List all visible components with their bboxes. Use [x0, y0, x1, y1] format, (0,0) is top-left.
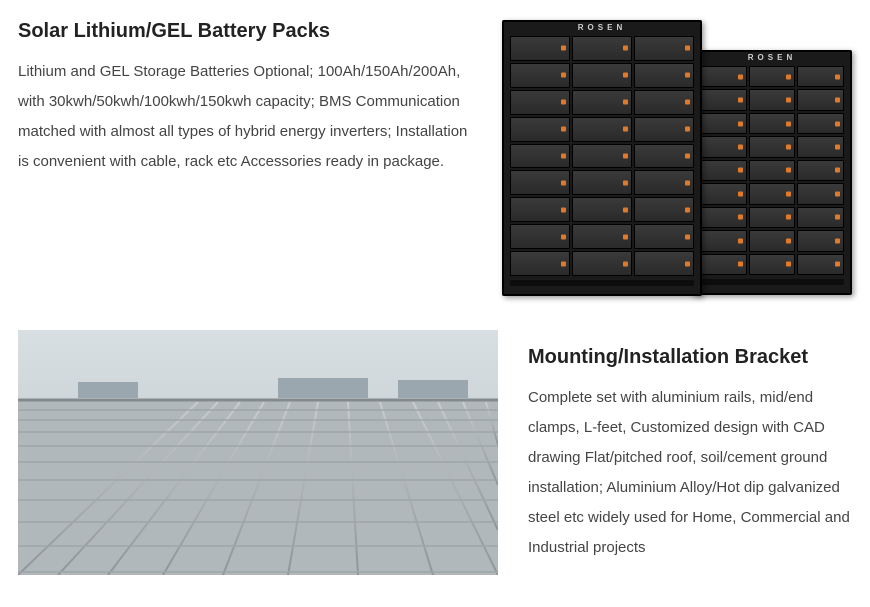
battery-module [572, 117, 632, 142]
battery-module [749, 230, 796, 251]
battery-module [797, 113, 844, 134]
battery-module [510, 90, 570, 115]
battery-module [634, 90, 694, 115]
mounting-body: Complete set with aluminium rails, mid/e… [528, 383, 852, 563]
battery-module [572, 63, 632, 88]
battery-module [634, 170, 694, 195]
battery-module [797, 160, 844, 181]
battery-module [797, 89, 844, 110]
battery-module [510, 170, 570, 195]
battery-module [634, 251, 694, 276]
battery-module [797, 136, 844, 157]
battery-module [572, 36, 632, 61]
battery-module [700, 207, 747, 228]
battery-module [797, 183, 844, 204]
rack-shelf [700, 230, 844, 251]
rack-shelf [510, 144, 694, 169]
roof-mounting-illustration [18, 330, 498, 575]
battery-module [634, 224, 694, 249]
section-mounting: Mounting/Installation Bracket Complete s… [18, 330, 852, 575]
battery-module [510, 63, 570, 88]
mounting-text-column: Mounting/Installation Bracket Complete s… [528, 330, 852, 575]
battery-module [510, 251, 570, 276]
rack-shelf [700, 160, 844, 181]
battery-module [749, 136, 796, 157]
rack-shelf [700, 136, 844, 157]
battery-module [749, 113, 796, 134]
battery-module [572, 197, 632, 222]
battery-module [700, 113, 747, 134]
rack-shelf [700, 113, 844, 134]
rack-back: ROSEN [692, 50, 852, 295]
battery-module [572, 251, 632, 276]
battery-module [634, 144, 694, 169]
battery-module [510, 224, 570, 249]
battery-module [797, 230, 844, 251]
mounting-image-column [18, 330, 498, 575]
rack-front: ROSEN [502, 20, 702, 296]
battery-module [749, 66, 796, 87]
battery-module [797, 207, 844, 228]
battery-module [700, 254, 747, 275]
rack-shelf [510, 90, 694, 115]
battery-module [700, 230, 747, 251]
rack-brand-back: ROSEN [694, 53, 850, 62]
battery-module [700, 66, 747, 87]
section-battery: Solar Lithium/GEL Battery Packs Lithium … [18, 20, 852, 300]
battery-module [700, 89, 747, 110]
battery-module [749, 207, 796, 228]
battery-module [700, 136, 747, 157]
rack-shelf [510, 117, 694, 142]
battery-module [749, 183, 796, 204]
battery-module [749, 89, 796, 110]
battery-module [510, 117, 570, 142]
battery-module [572, 224, 632, 249]
battery-image-column: ROSEN ROSEN [502, 20, 852, 300]
rack-brand-front: ROSEN [504, 23, 700, 32]
rack-shelf [700, 254, 844, 275]
battery-module [510, 144, 570, 169]
rack-shelf [510, 170, 694, 195]
battery-text-column: Solar Lithium/GEL Battery Packs Lithium … [18, 20, 472, 300]
rack-shelf [700, 89, 844, 110]
battery-module [700, 160, 747, 181]
battery-module [572, 144, 632, 169]
rack-shelf [510, 63, 694, 88]
battery-module [749, 160, 796, 181]
battery-module [749, 254, 796, 275]
mounting-heading: Mounting/Installation Bracket [528, 346, 852, 369]
battery-module [634, 117, 694, 142]
roof-grid-svg [18, 330, 498, 575]
battery-module [797, 254, 844, 275]
rack-shelf [510, 197, 694, 222]
battery-rack-illustration: ROSEN ROSEN [502, 20, 852, 300]
rack-shelf [700, 66, 844, 87]
battery-module [700, 183, 747, 204]
battery-heading: Solar Lithium/GEL Battery Packs [18, 20, 472, 43]
rack-shelf [510, 224, 694, 249]
rack-base [700, 279, 844, 285]
battery-module [634, 36, 694, 61]
battery-module [634, 197, 694, 222]
battery-module [510, 197, 570, 222]
battery-body: Lithium and GEL Storage Batteries Option… [18, 57, 472, 177]
battery-module [797, 66, 844, 87]
rack-shelf [510, 36, 694, 61]
rack-shelf [510, 251, 694, 276]
rack-base [510, 280, 694, 286]
rack-shelf [700, 183, 844, 204]
battery-module [634, 63, 694, 88]
battery-module [510, 36, 570, 61]
battery-module [572, 90, 632, 115]
rack-shelf [700, 207, 844, 228]
battery-module [572, 170, 632, 195]
